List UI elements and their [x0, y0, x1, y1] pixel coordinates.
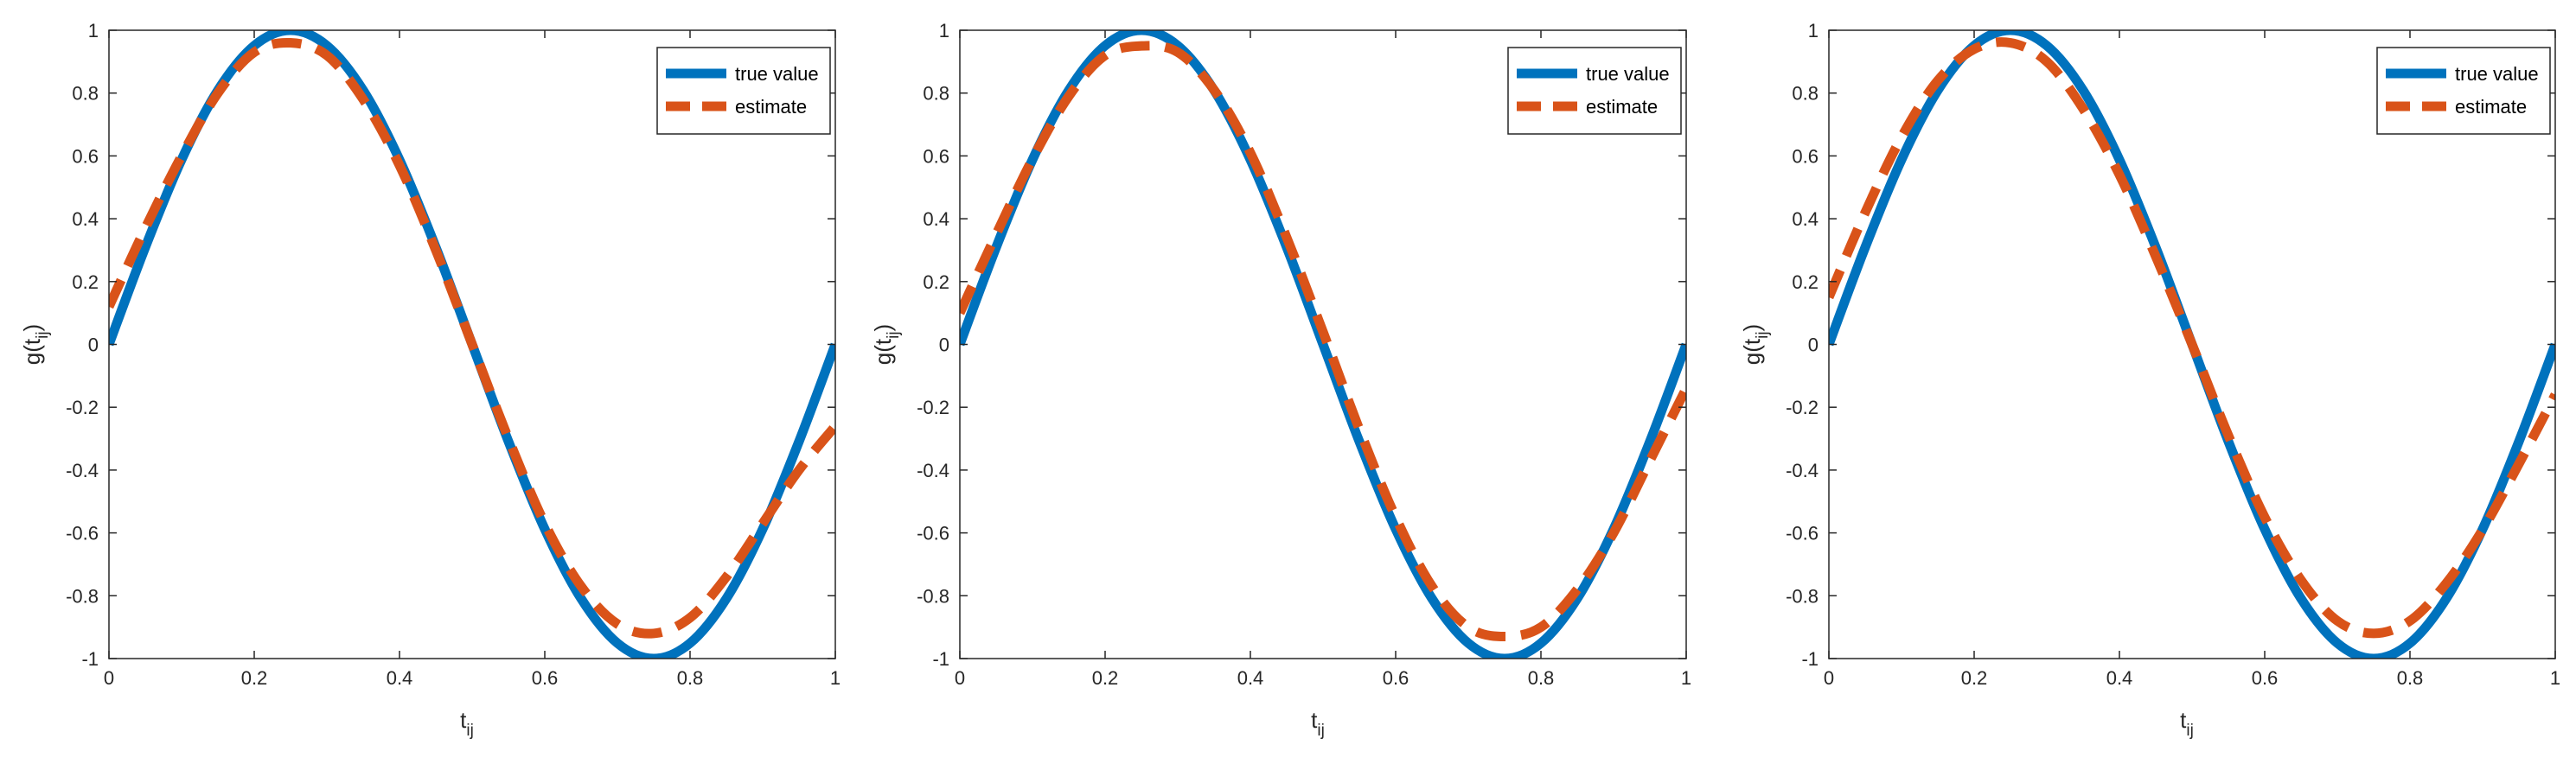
x-tick-label: 0.4: [1237, 667, 1264, 689]
y-tick-label: -0.6: [66, 523, 99, 544]
legend-box: [2376, 47, 2551, 135]
y-tick-label: 1: [88, 20, 99, 41]
y-tick-label: 0.8: [923, 83, 949, 105]
y-tick-label: -0.2: [917, 397, 949, 418]
y-tick-label: -1: [81, 648, 99, 670]
x-tick-label: 0: [1824, 667, 1834, 689]
plot-area: [960, 30, 1686, 659]
y-tick-label: -0.2: [66, 397, 99, 418]
x-tick-label: 0.2: [241, 667, 268, 689]
y-tick-label: 0.2: [1792, 271, 1819, 293]
y-tick-label: -0.8: [917, 585, 949, 607]
series-estimate-line: [1829, 37, 2555, 639]
plot-area: [1829, 30, 2555, 659]
y-tick-label: -1: [1801, 648, 1819, 670]
plot-area: [109, 30, 835, 659]
y-axis-label: g(tij): [1739, 324, 1772, 365]
y-tick-label: 0.6: [72, 145, 99, 167]
y-tick-label: -0.4: [66, 460, 99, 481]
x-tick-label: 1: [1681, 667, 1691, 689]
x-tick-label: 0: [955, 667, 965, 689]
legend-label: estimate: [1586, 96, 1658, 118]
y-tick-label: 0.8: [72, 83, 99, 105]
y-tick-label: -0.4: [917, 460, 949, 481]
y-tick-label: 0.6: [923, 145, 949, 167]
y-tick-label: 0: [88, 334, 99, 356]
x-tick-label: 1: [2550, 667, 2560, 689]
series-estimate-line: [109, 37, 835, 639]
y-tick-label: 0.6: [1792, 145, 1819, 167]
x-tick-label: 0.8: [677, 667, 704, 689]
x-tick-label: 0.4: [387, 667, 413, 689]
legend: true value estimate: [656, 47, 831, 135]
x-axis-label: tij: [2180, 707, 2194, 740]
y-tick-label: 0: [1808, 334, 1819, 356]
x-tick-label: 0.2: [1961, 667, 1988, 689]
x-tick-label: 0.4: [2106, 667, 2133, 689]
x-tick-label: 0: [104, 667, 114, 689]
x-tick-label: 0.2: [1092, 667, 1119, 689]
chart-panel-3: 0 0.2 0.4 0.6 0.8 1 -1 -0.8 -0.6 -0.4 -0.2 0 0.2 0.4 0…: [1739, 20, 2560, 740]
y-tick-label: 0.4: [72, 208, 99, 230]
legend-box: [1507, 47, 1682, 135]
legend-label: estimate: [2455, 96, 2527, 118]
x-tick-label: 0.6: [532, 667, 559, 689]
legend-label: true value: [735, 63, 819, 85]
x-axis-label: tij: [460, 707, 474, 740]
y-axis-label: g(tij): [870, 324, 903, 365]
chart-panel-2: 0 0.2 0.4 0.6 0.8 1 -1 -0.8 -0.6 -0.4 -0.2 0 0.2 0.4 0…: [870, 20, 1691, 740]
y-tick-label: 0.2: [72, 271, 99, 293]
series-estimate-line: [960, 41, 1686, 642]
y-tick-label: -0.2: [1786, 397, 1819, 418]
legend-box: [656, 47, 831, 135]
x-tick-label: 0.6: [1383, 667, 1409, 689]
y-tick-label: 0.4: [923, 208, 949, 230]
y-tick-label: 0.4: [1792, 208, 1819, 230]
y-tick-label: -0.8: [66, 585, 99, 607]
x-tick-label: 0.6: [2252, 667, 2279, 689]
x-tick-label: 1: [830, 667, 841, 689]
y-tick-label: -0.8: [1786, 585, 1819, 607]
x-axis-label: tij: [1311, 707, 1325, 740]
y-tick-label: -0.4: [1786, 460, 1819, 481]
x-tick-label: 0.8: [1528, 667, 1555, 689]
y-axis-label: g(tij): [19, 324, 52, 365]
legend-label: estimate: [735, 96, 807, 118]
y-tick-label: -0.6: [917, 523, 949, 544]
chart-panel-1: 0 0.2 0.4 0.6 0.8 1 -1 -0.8 -0.6 -0.4 -0.2 0 0.2 0.4 0…: [19, 20, 841, 740]
y-tick-label: 0.8: [1792, 83, 1819, 105]
y-tick-label: 1: [1808, 20, 1819, 41]
x-tick-label: 0.8: [2397, 667, 2424, 689]
legend: true value estimate: [1507, 47, 1682, 135]
legend-label: true value: [1586, 63, 1670, 85]
y-tick-label: -1: [932, 648, 949, 670]
y-tick-label: 0: [939, 334, 949, 356]
y-tick-label: 1: [939, 20, 949, 41]
y-tick-label: 0.2: [923, 271, 949, 293]
legend-label: true value: [2455, 63, 2539, 85]
y-tick-label: -0.6: [1786, 523, 1819, 544]
legend: true value estimate: [2376, 47, 2551, 135]
